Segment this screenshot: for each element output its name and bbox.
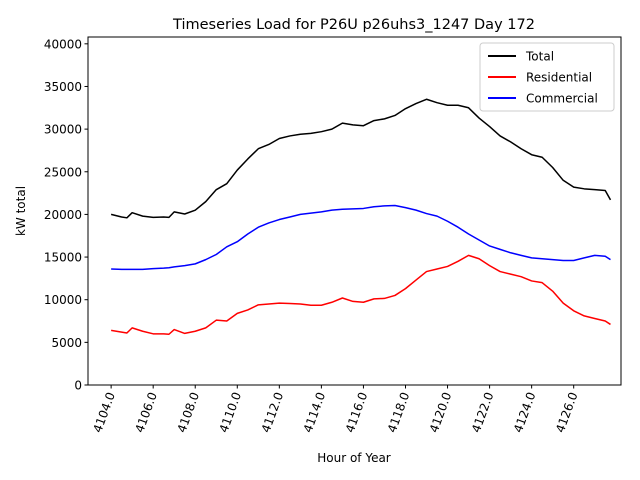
series-line-total	[110, 98, 612, 219]
series-layer	[110, 98, 612, 335]
y-tick-label: 35000	[44, 80, 82, 94]
y-tick-label: 5000	[51, 336, 82, 350]
y-tick-label: 30000	[44, 123, 82, 137]
y-tick-label: 10000	[44, 293, 82, 307]
legend: Total Residential Commercial	[479, 42, 615, 112]
plot-frame	[87, 36, 622, 386]
y-axis-title: kW total	[14, 186, 28, 236]
series-line-residential	[111, 254, 611, 335]
y-tick-label: 20000	[44, 208, 82, 222]
chart-title: Timeseries Load for P26U p26uhs3_1247 Da…	[172, 17, 535, 33]
legend-label-residential: Residential	[526, 71, 592, 85]
legend-label-total: Total	[525, 50, 554, 64]
x-axis-title: Hour of Year	[317, 451, 391, 465]
y-tick-label: 25000	[44, 165, 82, 179]
y-tick-label: 15000	[44, 251, 82, 265]
series-line-commercial	[111, 204, 611, 271]
y-tick-label: 0	[74, 379, 82, 393]
legend-frame	[479, 42, 615, 112]
legend-label-commercial: Commercial	[526, 92, 598, 106]
y-tick-label: 40000	[44, 37, 82, 51]
